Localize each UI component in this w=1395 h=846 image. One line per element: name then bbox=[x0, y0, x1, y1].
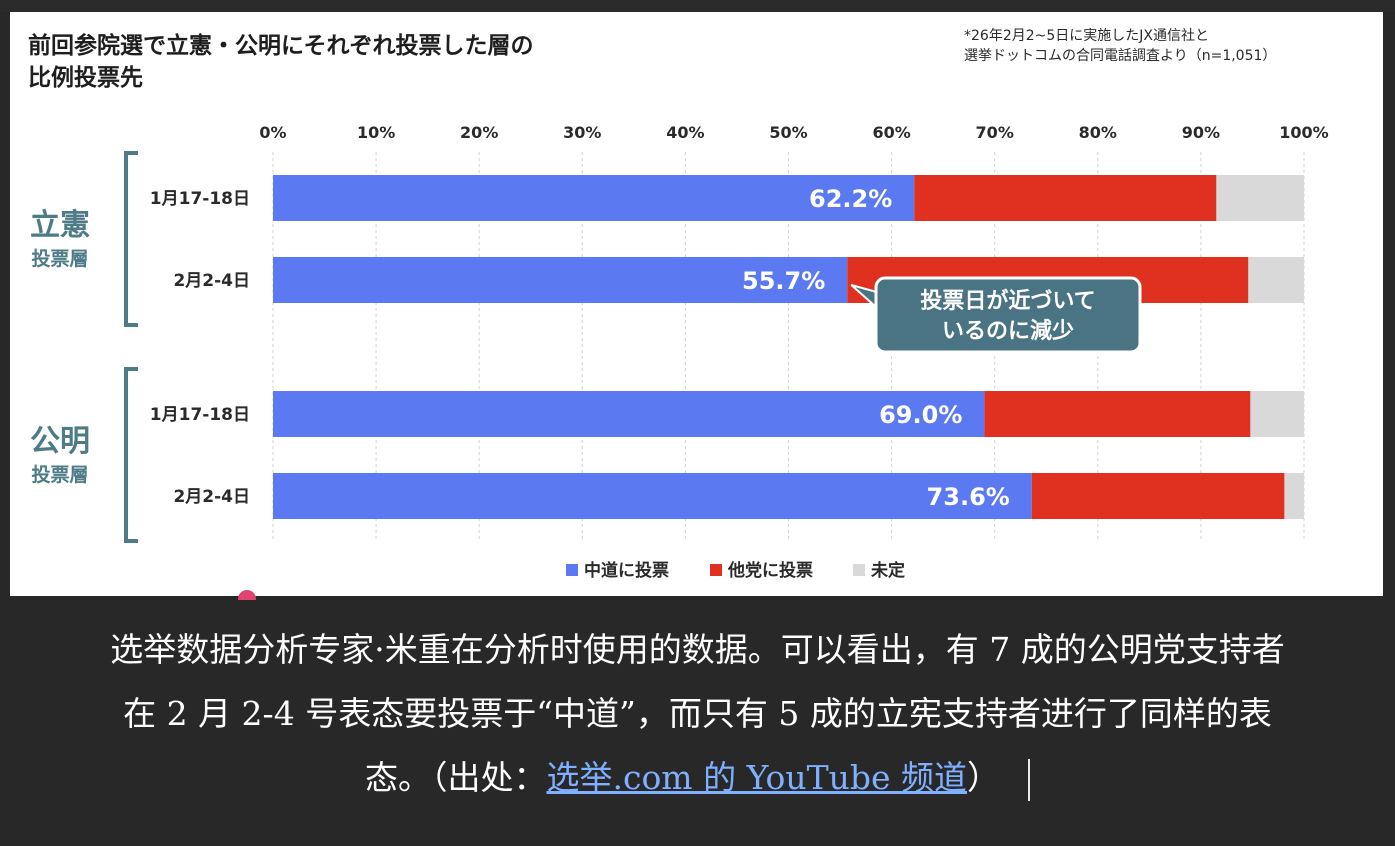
group-bracket bbox=[124, 151, 138, 327]
chart-title: 前回参院選で立憲・公明にそれぞれ投票した層の 比例投票先 bbox=[28, 30, 648, 94]
source-note: *26年2月2~5日に実施したJX通信社と選挙ドットコムの合同電話調査より（n=… bbox=[964, 26, 1344, 66]
legend-swatch bbox=[853, 564, 865, 576]
bar-segment-centrist bbox=[273, 391, 985, 437]
caption-block: 选举数据分析专家·米重在分析时使用的数据。可以看出，有 7 成的公明党支持者 在… bbox=[0, 618, 1395, 810]
legend-label: 未定 bbox=[870, 560, 905, 581]
group-bracket bbox=[124, 367, 138, 543]
bar-segment-centrist bbox=[273, 473, 1032, 519]
group-label: 公明 bbox=[30, 424, 90, 459]
x-tick-label: 90% bbox=[1182, 123, 1220, 142]
group-label: 立憲 bbox=[30, 208, 90, 243]
x-tick-label: 80% bbox=[1079, 123, 1117, 142]
bar-segment-other bbox=[984, 391, 1251, 437]
caption-line-3-prefix: 态。（出处： bbox=[364, 758, 547, 797]
source-note-line: 選挙ドットコムの合同電話調査より（n=1,051） bbox=[964, 48, 1277, 64]
chart-title-line: 比例投票先 bbox=[28, 65, 143, 91]
chart-title-line: 前回参院選で立憲・公明にそれぞれ投票した層の bbox=[28, 33, 534, 59]
legend-swatch bbox=[566, 564, 578, 576]
x-tick-label: 20% bbox=[460, 123, 498, 142]
caption-line-1: 选举数据分析专家·米重在分析时使用的数据。可以看出，有 7 成的公明党支持者 bbox=[110, 630, 1285, 669]
bar-value-label: 69.0% bbox=[879, 401, 962, 429]
bar-value-label: 73.6% bbox=[927, 483, 1010, 511]
top-strip bbox=[0, 0, 1395, 12]
callout-text: いるのに減少 bbox=[942, 319, 1074, 344]
row-label: 1月17-18日 bbox=[150, 189, 250, 209]
x-tick-label: 10% bbox=[357, 123, 395, 142]
bar-segment-other bbox=[914, 175, 1217, 221]
x-tick-label: 40% bbox=[666, 123, 704, 142]
bar-segment-undecided bbox=[1284, 473, 1304, 519]
legend-label: 中道に投票 bbox=[584, 560, 669, 581]
source-note-line: *26年2月2~5日に実施したJX通信社と bbox=[964, 28, 1209, 44]
caption-line-3-suffix: ） bbox=[967, 758, 1001, 797]
source-link[interactable]: 选举.com 的 YouTube 频道 bbox=[546, 758, 968, 797]
row-label: 2月2-4日 bbox=[173, 271, 250, 291]
group-sublabel: 投票層 bbox=[31, 247, 88, 270]
bar-segment-undecided bbox=[1216, 175, 1304, 221]
bar-segment-undecided bbox=[1248, 257, 1304, 303]
group-sublabel: 投票層 bbox=[31, 463, 88, 486]
bar-segment-other bbox=[1031, 473, 1285, 519]
callout-box bbox=[874, 276, 1142, 354]
x-tick-label: 70% bbox=[976, 123, 1014, 142]
legend-swatch bbox=[710, 564, 722, 576]
x-tick-label: 60% bbox=[872, 123, 910, 142]
callout-text: 投票日が近づいて bbox=[920, 288, 1095, 314]
text-caret bbox=[1028, 759, 1031, 801]
x-tick-label: 30% bbox=[563, 123, 601, 142]
legend-label: 他党に投票 bbox=[727, 560, 813, 581]
bar-segment-undecided bbox=[1250, 391, 1304, 437]
bar-value-label: 62.2% bbox=[809, 185, 892, 213]
chart-panel: 前回参院選で立憲・公明にそれぞれ投票した層の 比例投票先 *26年2月2~5日に実… bbox=[10, 12, 1383, 596]
x-tick-label: 0% bbox=[259, 123, 286, 142]
caption-line-2: 在 2 月 2-4 号表态要投票于“中道”，而只有 5 成的立宪支持者进行了同样… bbox=[123, 694, 1272, 733]
row-label: 1月17-18日 bbox=[150, 405, 250, 425]
video-progress-marker bbox=[238, 590, 256, 600]
caption-line-3: 态。（出处：选举.com 的 YouTube 频道） bbox=[0, 746, 1395, 810]
x-tick-label: 50% bbox=[769, 123, 807, 142]
row-label: 2月2-4日 bbox=[173, 487, 250, 507]
x-tick-label: 100% bbox=[1279, 123, 1328, 142]
bar-segment-centrist bbox=[273, 257, 848, 303]
bar-segment-centrist bbox=[273, 175, 915, 221]
bar-value-label: 55.7% bbox=[742, 267, 825, 295]
